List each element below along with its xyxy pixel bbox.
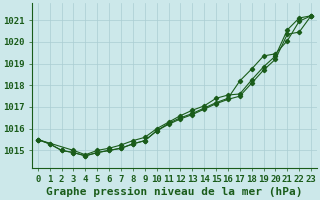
X-axis label: Graphe pression niveau de la mer (hPa): Graphe pression niveau de la mer (hPa) — [46, 187, 303, 197]
